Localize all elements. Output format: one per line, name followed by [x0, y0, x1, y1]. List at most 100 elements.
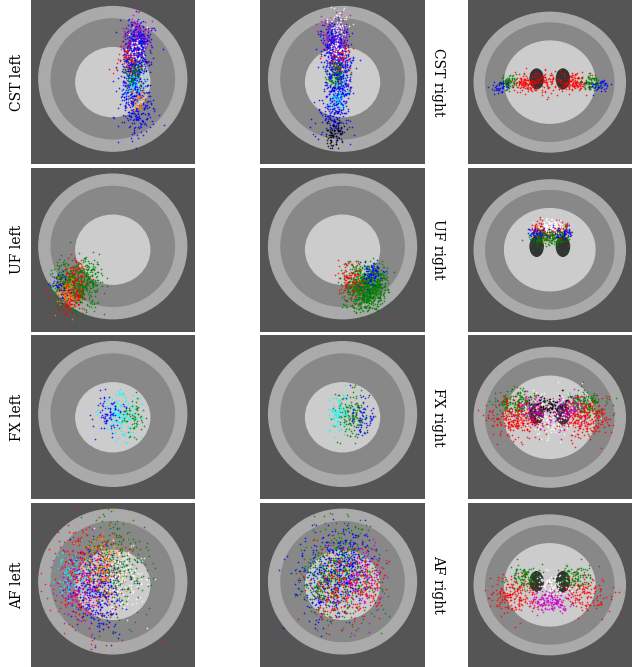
Point — [328, 121, 339, 131]
Point — [558, 601, 568, 612]
Point — [332, 39, 342, 49]
Point — [137, 33, 147, 43]
Point — [526, 79, 536, 90]
Point — [132, 65, 143, 76]
Point — [318, 61, 328, 71]
Point — [342, 575, 352, 586]
Point — [336, 579, 346, 590]
Ellipse shape — [474, 180, 625, 319]
Point — [340, 95, 351, 106]
Point — [340, 65, 350, 76]
Point — [535, 409, 545, 420]
Point — [356, 277, 367, 288]
Point — [334, 19, 344, 29]
Point — [344, 9, 355, 20]
Point — [334, 33, 344, 44]
Point — [348, 532, 358, 542]
Point — [360, 564, 370, 574]
Point — [547, 594, 557, 605]
Point — [374, 280, 385, 291]
Point — [118, 388, 128, 398]
Point — [291, 588, 301, 599]
Point — [374, 582, 385, 592]
Point — [81, 273, 92, 284]
Point — [353, 257, 363, 268]
Point — [110, 572, 120, 582]
Point — [514, 580, 524, 591]
Point — [70, 566, 80, 576]
Point — [547, 219, 557, 230]
Point — [335, 580, 345, 591]
Point — [340, 380, 350, 390]
Point — [89, 632, 99, 643]
Point — [131, 102, 141, 113]
Point — [362, 425, 372, 436]
Point — [373, 574, 383, 584]
Point — [94, 512, 104, 522]
Point — [577, 570, 587, 581]
Point — [370, 299, 380, 309]
Point — [544, 231, 554, 242]
Point — [540, 579, 550, 590]
Point — [336, 543, 346, 554]
Point — [97, 564, 107, 574]
Point — [84, 582, 94, 592]
Point — [353, 288, 364, 299]
Point — [344, 600, 355, 610]
Point — [521, 408, 531, 419]
Point — [509, 587, 520, 598]
Point — [124, 68, 134, 79]
Point — [332, 63, 342, 73]
Point — [350, 573, 360, 584]
Point — [594, 400, 604, 410]
Point — [74, 276, 84, 287]
Point — [374, 279, 385, 289]
Point — [533, 83, 543, 93]
Point — [74, 599, 84, 610]
Point — [358, 289, 368, 300]
Point — [122, 405, 132, 416]
Point — [560, 592, 570, 602]
Point — [547, 76, 557, 87]
Point — [337, 108, 348, 119]
Point — [60, 292, 70, 303]
Point — [116, 543, 127, 554]
Point — [127, 43, 138, 54]
Point — [45, 280, 55, 291]
Point — [516, 414, 526, 425]
Point — [122, 584, 132, 594]
Point — [500, 574, 511, 584]
Point — [561, 225, 572, 235]
Point — [319, 590, 330, 601]
Point — [591, 594, 602, 605]
Point — [585, 409, 595, 420]
Point — [127, 91, 138, 101]
Point — [530, 229, 540, 240]
Point — [333, 51, 343, 61]
Point — [548, 218, 559, 229]
Point — [77, 555, 87, 566]
Point — [80, 253, 90, 264]
Point — [84, 582, 94, 592]
Point — [66, 289, 76, 299]
Point — [545, 222, 556, 233]
Point — [534, 571, 545, 582]
Point — [597, 409, 607, 420]
Point — [549, 599, 559, 610]
Point — [136, 59, 147, 69]
Point — [520, 79, 531, 90]
Point — [535, 424, 545, 435]
Point — [70, 275, 80, 285]
Point — [120, 33, 130, 44]
Point — [337, 101, 347, 111]
Point — [62, 289, 72, 299]
Point — [141, 41, 151, 51]
Point — [561, 229, 571, 239]
Point — [372, 567, 382, 578]
Point — [118, 543, 128, 554]
Point — [54, 285, 65, 295]
Point — [323, 572, 333, 582]
Point — [115, 55, 125, 66]
Point — [64, 297, 74, 308]
Point — [318, 573, 328, 584]
